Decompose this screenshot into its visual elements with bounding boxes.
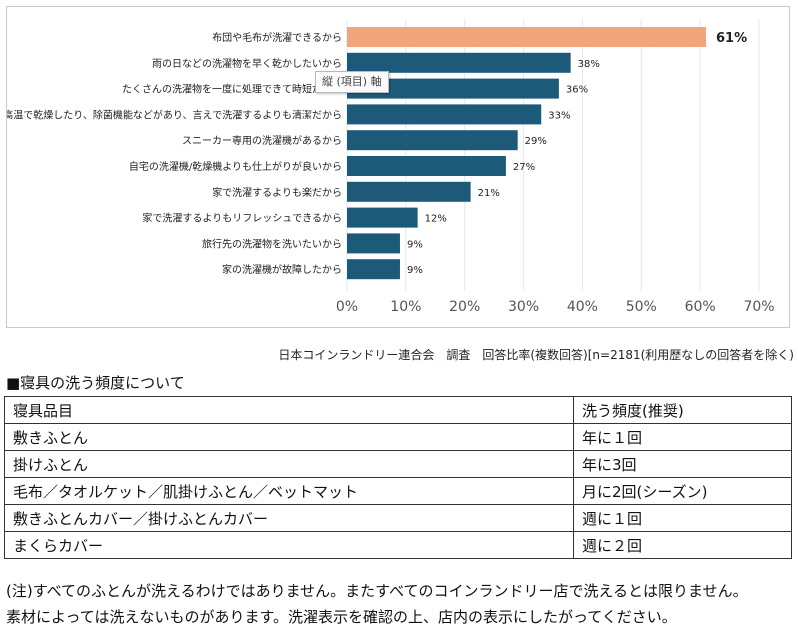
x-tick-label: 70% xyxy=(743,299,774,315)
source-note: 日本コインランドリー連合会 調査 回答比率(複数回答)[n=2181(利用歴なし… xyxy=(278,348,794,362)
value-label: 33% xyxy=(548,110,570,121)
table-cell-item: 毛布／タオルケット／肌掛けふとん／ベットマット xyxy=(4,477,574,505)
value-label: 36% xyxy=(566,85,588,96)
table-header-row: 寝具品目 洗う頻度(推奨) xyxy=(4,396,792,424)
chart-panel: 0% 10% 20% 30% 40% 50% 60% 70% 布団や毛布が洗濯できるから 61% 雨… xyxy=(6,6,790,328)
table-cell-item: 掛けふとん xyxy=(4,450,574,478)
table-row: 毛布／タオルケット／肌掛けふとん／ベットマット 月に2回(シーズン) xyxy=(4,477,792,505)
bar xyxy=(347,207,418,228)
value-label: 27% xyxy=(513,162,535,173)
table-cell-frequency: 週に１回 xyxy=(573,504,792,532)
bar-chart: 0% 10% 20% 30% 40% 50% 60% 70% 布団や毛布が洗濯できるから 61% 雨… xyxy=(7,19,775,315)
x-tick-label: 60% xyxy=(685,299,716,315)
category-label: 家の洗濯機が故障したから xyxy=(222,263,342,276)
footnote-line: 素材によっては洗えないものがあります。洗濯表示を確認の上、店内の表示にしたがって… xyxy=(6,608,677,626)
value-label: 38% xyxy=(578,59,600,70)
category-label: たくさんの洗濯物を一度に処理できて時短だから xyxy=(122,83,342,96)
value-label: 29% xyxy=(525,136,547,147)
table-cell-item: 敷きふとん xyxy=(4,423,574,451)
table-header-frequency: 洗う頻度(推奨) xyxy=(573,396,792,424)
footnote-line: (注)すべてのふとんが洗えるわけではありません。またすべてのコインランドリー店で… xyxy=(6,582,748,600)
bar xyxy=(347,130,518,151)
bar xyxy=(347,259,400,280)
category-label: スニーカー専用の洗濯機があるから xyxy=(182,134,342,147)
bar xyxy=(347,27,707,47)
value-label: 9% xyxy=(407,239,423,250)
value-label: 61% xyxy=(716,31,747,46)
table-cell-frequency: 月に2回(シーズン) xyxy=(573,477,792,505)
category-label: 高温で乾燥したり、除菌機能などがあり、言えで洗濯するよりも清潔だから xyxy=(7,108,342,121)
table-row: 敷きふとんカバー／掛けふとんカバー 週に１回 xyxy=(4,504,792,532)
category-label: 自宅の洗濯機/乾燥機よりも仕上がりが良いから xyxy=(129,160,342,173)
category-label: 雨の日などの洗濯物を早く乾かしたいから xyxy=(152,57,342,70)
table-cell-frequency: 年に3回 xyxy=(573,450,792,478)
category-label: 家で洗濯するよりもリフレッシュできるから xyxy=(142,212,342,225)
table-cell-item: 敷きふとんカバー／掛けふとんカバー xyxy=(4,504,574,532)
bar xyxy=(347,78,559,99)
table-cell-frequency: 週に２回 xyxy=(573,531,792,559)
bar xyxy=(347,104,542,125)
bar xyxy=(347,181,471,202)
table-row: 掛けふとん 年に3回 xyxy=(4,450,792,478)
axis-tooltip: 縦 (項目) 軸 xyxy=(315,71,389,93)
table-row: まくらカバー 週に２回 xyxy=(4,531,792,559)
category-label: 家で洗濯するよりも楽だから xyxy=(212,186,342,199)
x-tick-label: 40% xyxy=(567,299,598,315)
category-label: 旅行先の洗濯物を洗いたいから xyxy=(202,237,342,250)
table-row: 敷きふとん 年に１回 xyxy=(4,423,792,451)
table-cell-item: まくらカバー xyxy=(4,531,574,559)
value-label: 9% xyxy=(407,265,423,276)
bar xyxy=(347,233,400,254)
x-tick-label: 0% xyxy=(336,299,358,315)
value-label: 21% xyxy=(478,188,500,199)
x-tick-label: 30% xyxy=(508,299,539,315)
bar xyxy=(347,156,506,176)
value-label: 12% xyxy=(425,214,447,225)
bar xyxy=(347,52,571,73)
table-header-item: 寝具品目 xyxy=(4,396,574,424)
x-tick-label: 10% xyxy=(390,299,421,315)
x-tick-label: 20% xyxy=(449,299,480,315)
x-tick-label: 50% xyxy=(626,299,657,315)
table-cell-frequency: 年に１回 xyxy=(573,423,792,451)
section-heading: ■寝具の洗う頻度について xyxy=(6,374,185,392)
category-label: 布団や毛布が洗濯できるから xyxy=(212,31,342,44)
bedding-frequency-table: 寝具品目 洗う頻度(推奨) 敷きふとん 年に１回 掛けふとん 年に3回 毛布／タ… xyxy=(4,396,792,559)
